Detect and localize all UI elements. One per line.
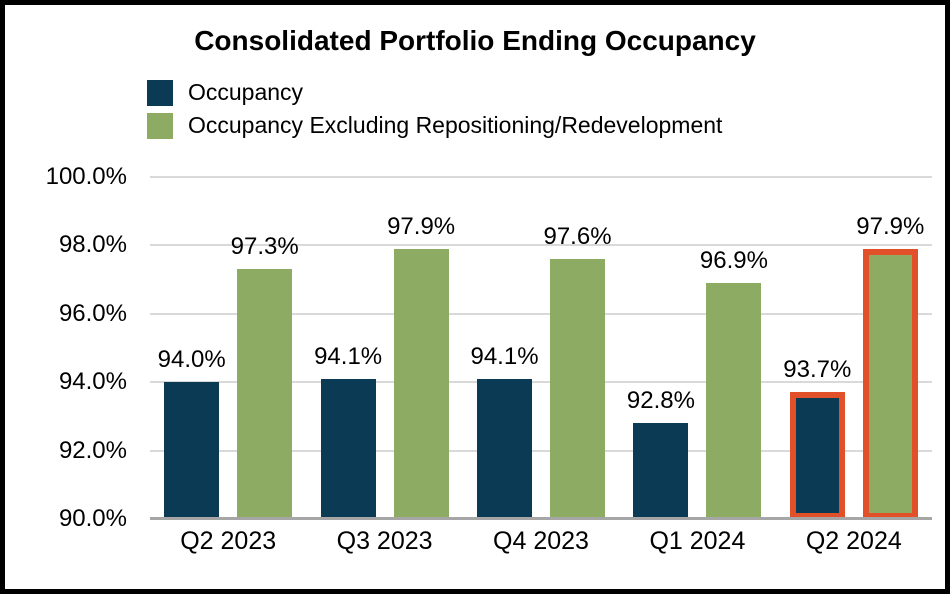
occupancy-bar-q2-2023 [164, 382, 220, 519]
occupancy-excl-bar-q2-2023 [237, 269, 293, 519]
bar-value-label: 94.1% [314, 342, 383, 370]
bar-wrap: 94.1% [314, 177, 382, 519]
y-axis-tick-label: 94.0% [58, 368, 127, 396]
gridline [150, 381, 932, 384]
bar-wrap: 96.9% [700, 177, 768, 519]
y-axis-tick-label: 90.0% [58, 505, 127, 532]
legend-item: Occupancy [147, 77, 722, 108]
bar-wrap: 92.8% [627, 177, 695, 519]
bar-value-label: 97.3% [230, 233, 299, 261]
gridline [150, 312, 932, 315]
x-axis-label-q2-2024: Q2 2024 [805, 527, 902, 555]
y-axis-tick-label: 100.0% [45, 163, 127, 190]
bar-wrap: 97.9% [387, 177, 455, 519]
gridline [150, 244, 932, 247]
bar-value-label: 97.9% [387, 212, 456, 240]
legend-item: Occupancy Excluding Repositioning/Redeve… [147, 110, 722, 141]
occupancy-bar-q2-2024 [789, 392, 845, 519]
bar-value-label: 94.0% [157, 346, 226, 374]
bar-value-label: 96.9% [699, 247, 768, 275]
x-axis-labels: Q2 2023 Q3 2023 Q4 2023 Q1 2024 Q2 2024 [150, 527, 932, 556]
occupancy-bar-q1-2024 [633, 423, 689, 519]
bar-value-label: 94.1% [470, 342, 539, 370]
y-axis-tick-label: 96.0% [58, 299, 127, 327]
bar-wrap: 94.1% [470, 177, 539, 519]
bar-value-label: 97.9% [856, 212, 925, 240]
x-axis-label-q3-2023: Q3 2023 [336, 527, 433, 555]
legend-label: Occupancy [188, 79, 304, 105]
gridline [150, 176, 932, 178]
bar-value-label: 97.6% [543, 223, 612, 251]
bar-wrap: 93.7% [783, 177, 851, 519]
x-axis-label-q1-2024: Q1 2024 [649, 527, 746, 555]
legend-swatch-icon [147, 112, 173, 139]
y-axis-tick-labels: 100.0% 98.0% 96.0% 94.0% 92.0% 90.0% [5, 163, 137, 532]
occupancy-bar-q3-2023 [320, 378, 376, 519]
x-axis-label-q4-2023: Q4 2023 [493, 527, 589, 555]
y-axis-tick-label: 92.0% [58, 436, 127, 464]
y-axis-tick-label: 98.0% [58, 231, 127, 259]
chart-title: Consolidated Portfolio Ending Occupancy [194, 25, 756, 56]
occupancy-excl-bar-q3-2023 [393, 248, 449, 519]
bar-wrap: 97.3% [231, 177, 299, 519]
x-axis-label-q2-2023: Q2 2023 [180, 527, 277, 555]
bar-wrap: 94.0% [158, 177, 226, 519]
bar-value-label: 93.7% [783, 356, 852, 384]
legend-swatch-icon [147, 79, 173, 106]
bar-groups: 94.0% 97.3% 94.1% 97.9% 94.1% 97.6% 92.8% 96.9%… [150, 177, 932, 519]
bar-group-q2-2024: 93.7% 97.9% [776, 177, 932, 519]
occupancy-excl-bar-q2-2024 [862, 248, 918, 519]
plot-area: 94.0% 97.3% 94.1% 97.9% 94.1% 97.6% 92.8% 96.9%… [150, 176, 932, 520]
bar-group-q3-2023: 94.1% 97.9% [306, 177, 462, 519]
occupancy-excl-bar-q4-2023 [550, 259, 606, 519]
legend: Occupancy Occupancy Excluding Repositioni… [147, 77, 722, 143]
bar-group-q2-2023: 94.0% 97.3% [150, 177, 306, 519]
bar-wrap: 97.6% [543, 177, 612, 519]
bar-value-label: 92.8% [626, 387, 695, 415]
bar-group-q4-2023: 94.1% 97.6% [463, 177, 619, 519]
x-axis-line [150, 517, 932, 520]
occupancy-excl-bar-q1-2024 [706, 283, 762, 519]
legend-label: Occupancy Excluding Repositioning/Redeve… [188, 112, 723, 138]
gridline [150, 449, 932, 452]
bar-group-q1-2024: 92.8% 96.9% [619, 177, 775, 519]
occupancy-bar-q4-2023 [477, 378, 533, 519]
bar-wrap: 97.9% [856, 177, 924, 519]
